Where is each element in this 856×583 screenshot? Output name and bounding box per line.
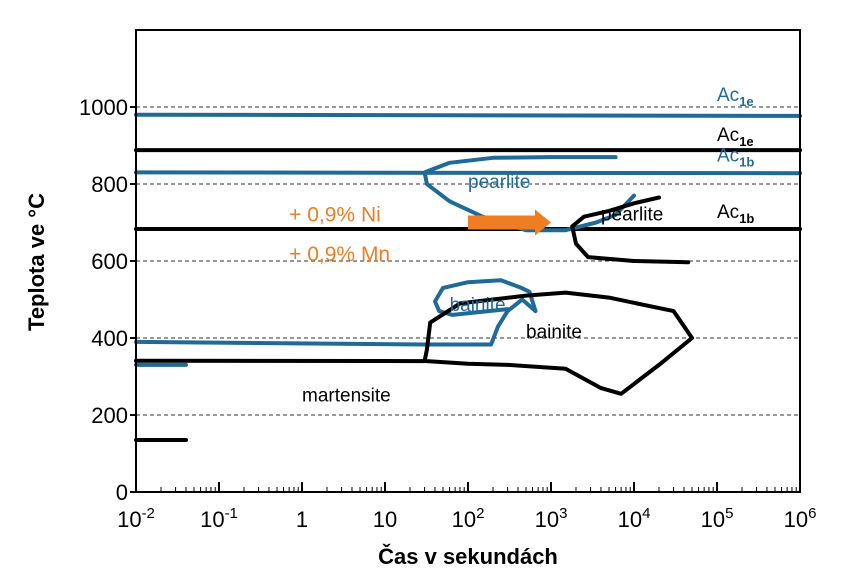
annotation-pearlite-4: pearlite [468, 172, 530, 193]
x-tick-label-6: 104 [618, 505, 651, 532]
axis-ticks [130, 106, 801, 493]
y-tick-label-200: 200 [91, 403, 128, 428]
annotation-ac-2: Ac1b [717, 146, 754, 170]
x-tick-label-0: 10-2 [117, 505, 155, 532]
x-tick-label-5: 103 [535, 505, 568, 532]
x-tick-label-2: 1 [296, 507, 308, 532]
annotation--0-9-ni-9: + 0,9% Ni [289, 204, 381, 227]
series-pearlite-blue-4 [422, 155, 636, 233]
shift-arrow [468, 209, 551, 236]
x-tick-label-4: 102 [452, 505, 485, 532]
y-tick-label-800: 800 [91, 172, 128, 197]
annotation--0-9-mn-10: + 0,9% Mn [289, 243, 390, 266]
series-pearlite-black-5 [570, 195, 691, 265]
series-bainite-black-7 [134, 290, 694, 396]
annotation-bainite-6: bainite [450, 295, 506, 316]
y-tick-label-600: 600 [91, 249, 128, 274]
annotations: Ac1eAc1eAc1bAc1bpearlitepearlitebainiteb… [289, 85, 754, 406]
annotation-ac-1: Ac1e [717, 125, 754, 149]
x-tick-label-7: 105 [701, 505, 734, 532]
x-axis-title: Čas v sekundách [378, 544, 558, 569]
y-tick-labels: 0 200 400 600 800 1000 [79, 95, 128, 505]
series-bainite-blue-6 [134, 278, 538, 347]
series-ac1b-blue-2 [134, 170, 802, 176]
x-tick-labels: 10-2 10-1 1 10 102 103 104 105 106 [117, 505, 816, 532]
annotation-ac-0: Ac1e [717, 85, 754, 109]
alloy-shift-arrow [468, 209, 551, 236]
x-tick-label-1: 10-1 [200, 505, 238, 532]
y-axis-title: Teplota ve °C [24, 193, 49, 331]
annotation-bainite-7: bainite [526, 322, 582, 343]
y-tick-label-0: 0 [116, 480, 128, 505]
y-tick-label-400: 400 [91, 326, 128, 351]
x-tick-label-3: 10 [373, 507, 397, 532]
series-ac1e-blue-0 [134, 112, 802, 118]
annotation-martensite-8: martensite [302, 386, 391, 407]
annotation-pearlite-5: pearlite [601, 205, 663, 226]
annotation-ac-3: Ac1b [717, 202, 754, 226]
y-tick-label-1000: 1000 [79, 95, 128, 120]
x-tick-label-8: 106 [784, 505, 817, 532]
